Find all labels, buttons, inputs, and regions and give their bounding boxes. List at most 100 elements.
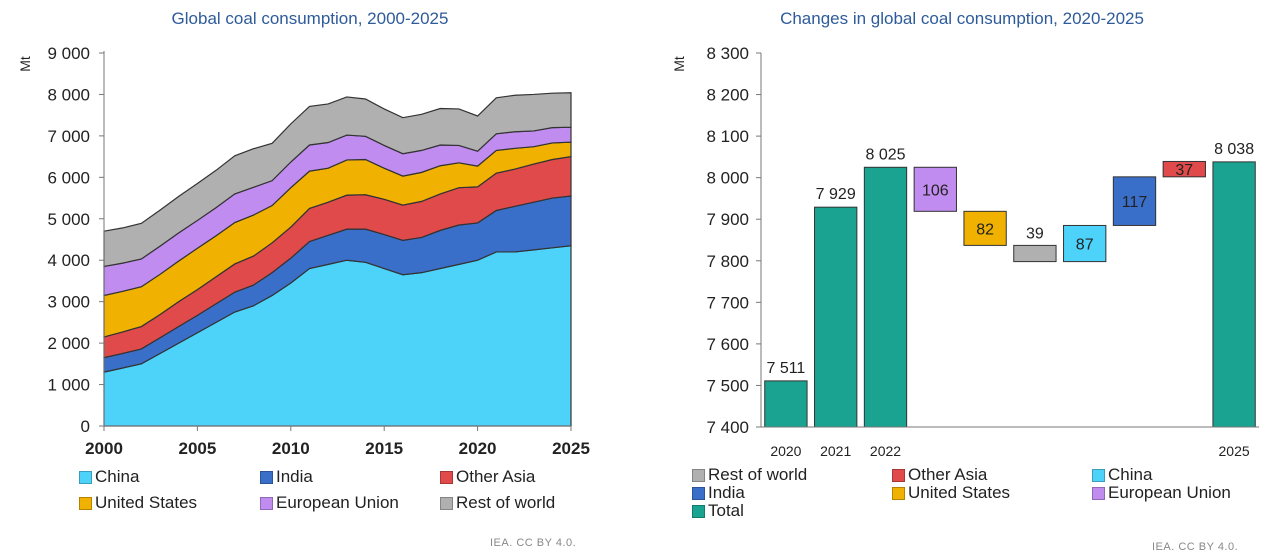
legend-item-china: China [1092, 466, 1152, 484]
y-tick-label: 7 700 [706, 293, 749, 312]
x-tick-label: 2020 [459, 439, 497, 458]
y-tick-label: 8 300 [706, 44, 749, 63]
legend-swatch-icon [692, 504, 705, 518]
area-series-rest-of-world [103, 92, 572, 268]
legend-item-european-union: European Union [260, 492, 399, 514]
legend-item-total: Total [692, 502, 744, 520]
x-tick-label: 2025 [552, 439, 590, 458]
legend-item-rest-of-world: Rest of world [440, 492, 555, 514]
legend-label: United States [95, 493, 198, 512]
y-tick-label: 8 200 [706, 86, 749, 105]
data-label: 37 [1175, 162, 1193, 179]
bar-total [814, 206, 858, 428]
legend-item-other-asia: Other Asia [892, 466, 987, 484]
legend-swatch-icon [692, 468, 705, 482]
bar-total [764, 380, 808, 428]
legend-label: European Union [276, 493, 399, 512]
legend-item-rest-of-world: Rest of world [692, 466, 807, 484]
legend-item-other-asia: Other Asia [440, 466, 535, 488]
legend-item-united-states: United States [79, 492, 197, 514]
x-tick-label: 2010 [272, 439, 310, 458]
data-label: 39 [1026, 225, 1044, 242]
legend-swatch-icon [892, 468, 905, 482]
legend-label: Other Asia [908, 465, 988, 484]
data-label: 87 [1076, 237, 1094, 254]
legend-item-china: China [79, 466, 139, 488]
legend-item-united-states: United States [892, 484, 1010, 502]
legend-label: Total [708, 501, 744, 520]
legend-swatch-icon [260, 496, 273, 510]
y-tick-label: 6 000 [47, 168, 90, 187]
y-tick-label: 0 [81, 417, 90, 436]
legend-swatch-icon [1092, 486, 1105, 500]
legend-swatch-icon [79, 496, 92, 510]
waterfall-chart: Changes in global coal consumption, 2020… [671, 9, 1259, 459]
legend-label: China [1108, 465, 1153, 484]
bar-united-states [963, 210, 1007, 246]
legend-swatch-icon [440, 496, 453, 510]
bar-china [1063, 224, 1107, 263]
data-label: 7 511 [766, 360, 805, 377]
data-label: 106 [922, 182, 949, 199]
x-tick-label: 2021 [820, 443, 851, 459]
bar-european-union [913, 166, 957, 212]
legend-swatch-icon [79, 470, 92, 484]
x-tick-label: 2005 [178, 439, 216, 458]
legend-swatch-icon [692, 486, 705, 500]
legend-item-india: India [260, 466, 313, 488]
legend-label: United States [908, 483, 1011, 502]
x-tick-label: 2022 [870, 443, 901, 459]
y-tick-label: 1 000 [47, 376, 90, 395]
bar-other-asia [1162, 160, 1206, 178]
bar-total [1212, 161, 1256, 428]
chart-title: Changes in global coal consumption, 2020… [780, 9, 1144, 28]
x-tick-label: 2020 [770, 443, 801, 459]
y-tick-label: 8 000 [706, 169, 749, 188]
y-tick-label: 8 000 [47, 85, 90, 104]
y-tick-label: 4 000 [47, 251, 90, 270]
y-tick-label: 5 000 [47, 210, 90, 229]
left-chart-panel: Global coal consumption, 2000-2025 Mt 0 1 0… [0, 0, 620, 558]
legend-label: Rest of world [456, 493, 556, 512]
data-label: 8 025 [865, 146, 905, 163]
legend-label: European Union [1108, 483, 1231, 502]
bar-total [863, 166, 908, 428]
data-label: 82 [976, 221, 994, 238]
x-tick-label: 2015 [365, 439, 403, 458]
legend-swatch-icon [1092, 468, 1105, 482]
y-tick-label: 7 900 [706, 210, 749, 229]
y-tick-label: 7 500 [706, 376, 749, 395]
y-tick-label: 9 000 [47, 44, 90, 63]
left-credit: IEA. CC BY 4.0. [490, 537, 577, 549]
legend-label: Other Asia [456, 467, 536, 486]
legend-label: India [708, 483, 745, 502]
y-tick-label: 7 800 [706, 252, 749, 271]
right-chart-panel: Changes in global coal consumption, 2020… [636, 0, 1273, 558]
left-legend: China India Other Asia United States Europea… [79, 466, 609, 516]
right-credit: IEA. CC BY 4.0. [1152, 541, 1239, 553]
y-tick-label: 8 100 [706, 127, 749, 146]
legend-item-india: India [692, 484, 745, 502]
legend-label: Rest of world [708, 465, 808, 484]
y-tick-label: 7 600 [706, 335, 749, 354]
data-label: 7 929 [816, 186, 856, 203]
right-legend: Rest of world Other Asia China India United … [692, 466, 1262, 526]
legend-label: China [95, 467, 140, 486]
legend-swatch-icon [892, 486, 905, 500]
y-tick-label: 2 000 [47, 334, 90, 353]
x-tick-label: 2000 [85, 439, 123, 458]
y-axis-label: Mt [17, 56, 33, 72]
stacked-area-chart: Global coal consumption, 2000-2025 Mt 0 1 0… [17, 9, 590, 458]
legend-swatch-icon [260, 470, 273, 484]
y-tick-label: 7 400 [706, 418, 749, 437]
chart-title: Global coal consumption, 2000-2025 [172, 9, 449, 28]
bar-india [1112, 176, 1157, 226]
y-tick-label: 7 000 [47, 127, 90, 146]
data-label: 8 038 [1214, 141, 1254, 158]
data-label: 117 [1122, 194, 1148, 211]
bar-rest-of-world [1013, 244, 1057, 263]
legend-item-european-union: European Union [1092, 484, 1231, 502]
y-axis-label: Mt [671, 56, 687, 72]
x-tick-label: 2025 [1219, 443, 1250, 459]
y-tick-label: 3 000 [47, 293, 90, 312]
